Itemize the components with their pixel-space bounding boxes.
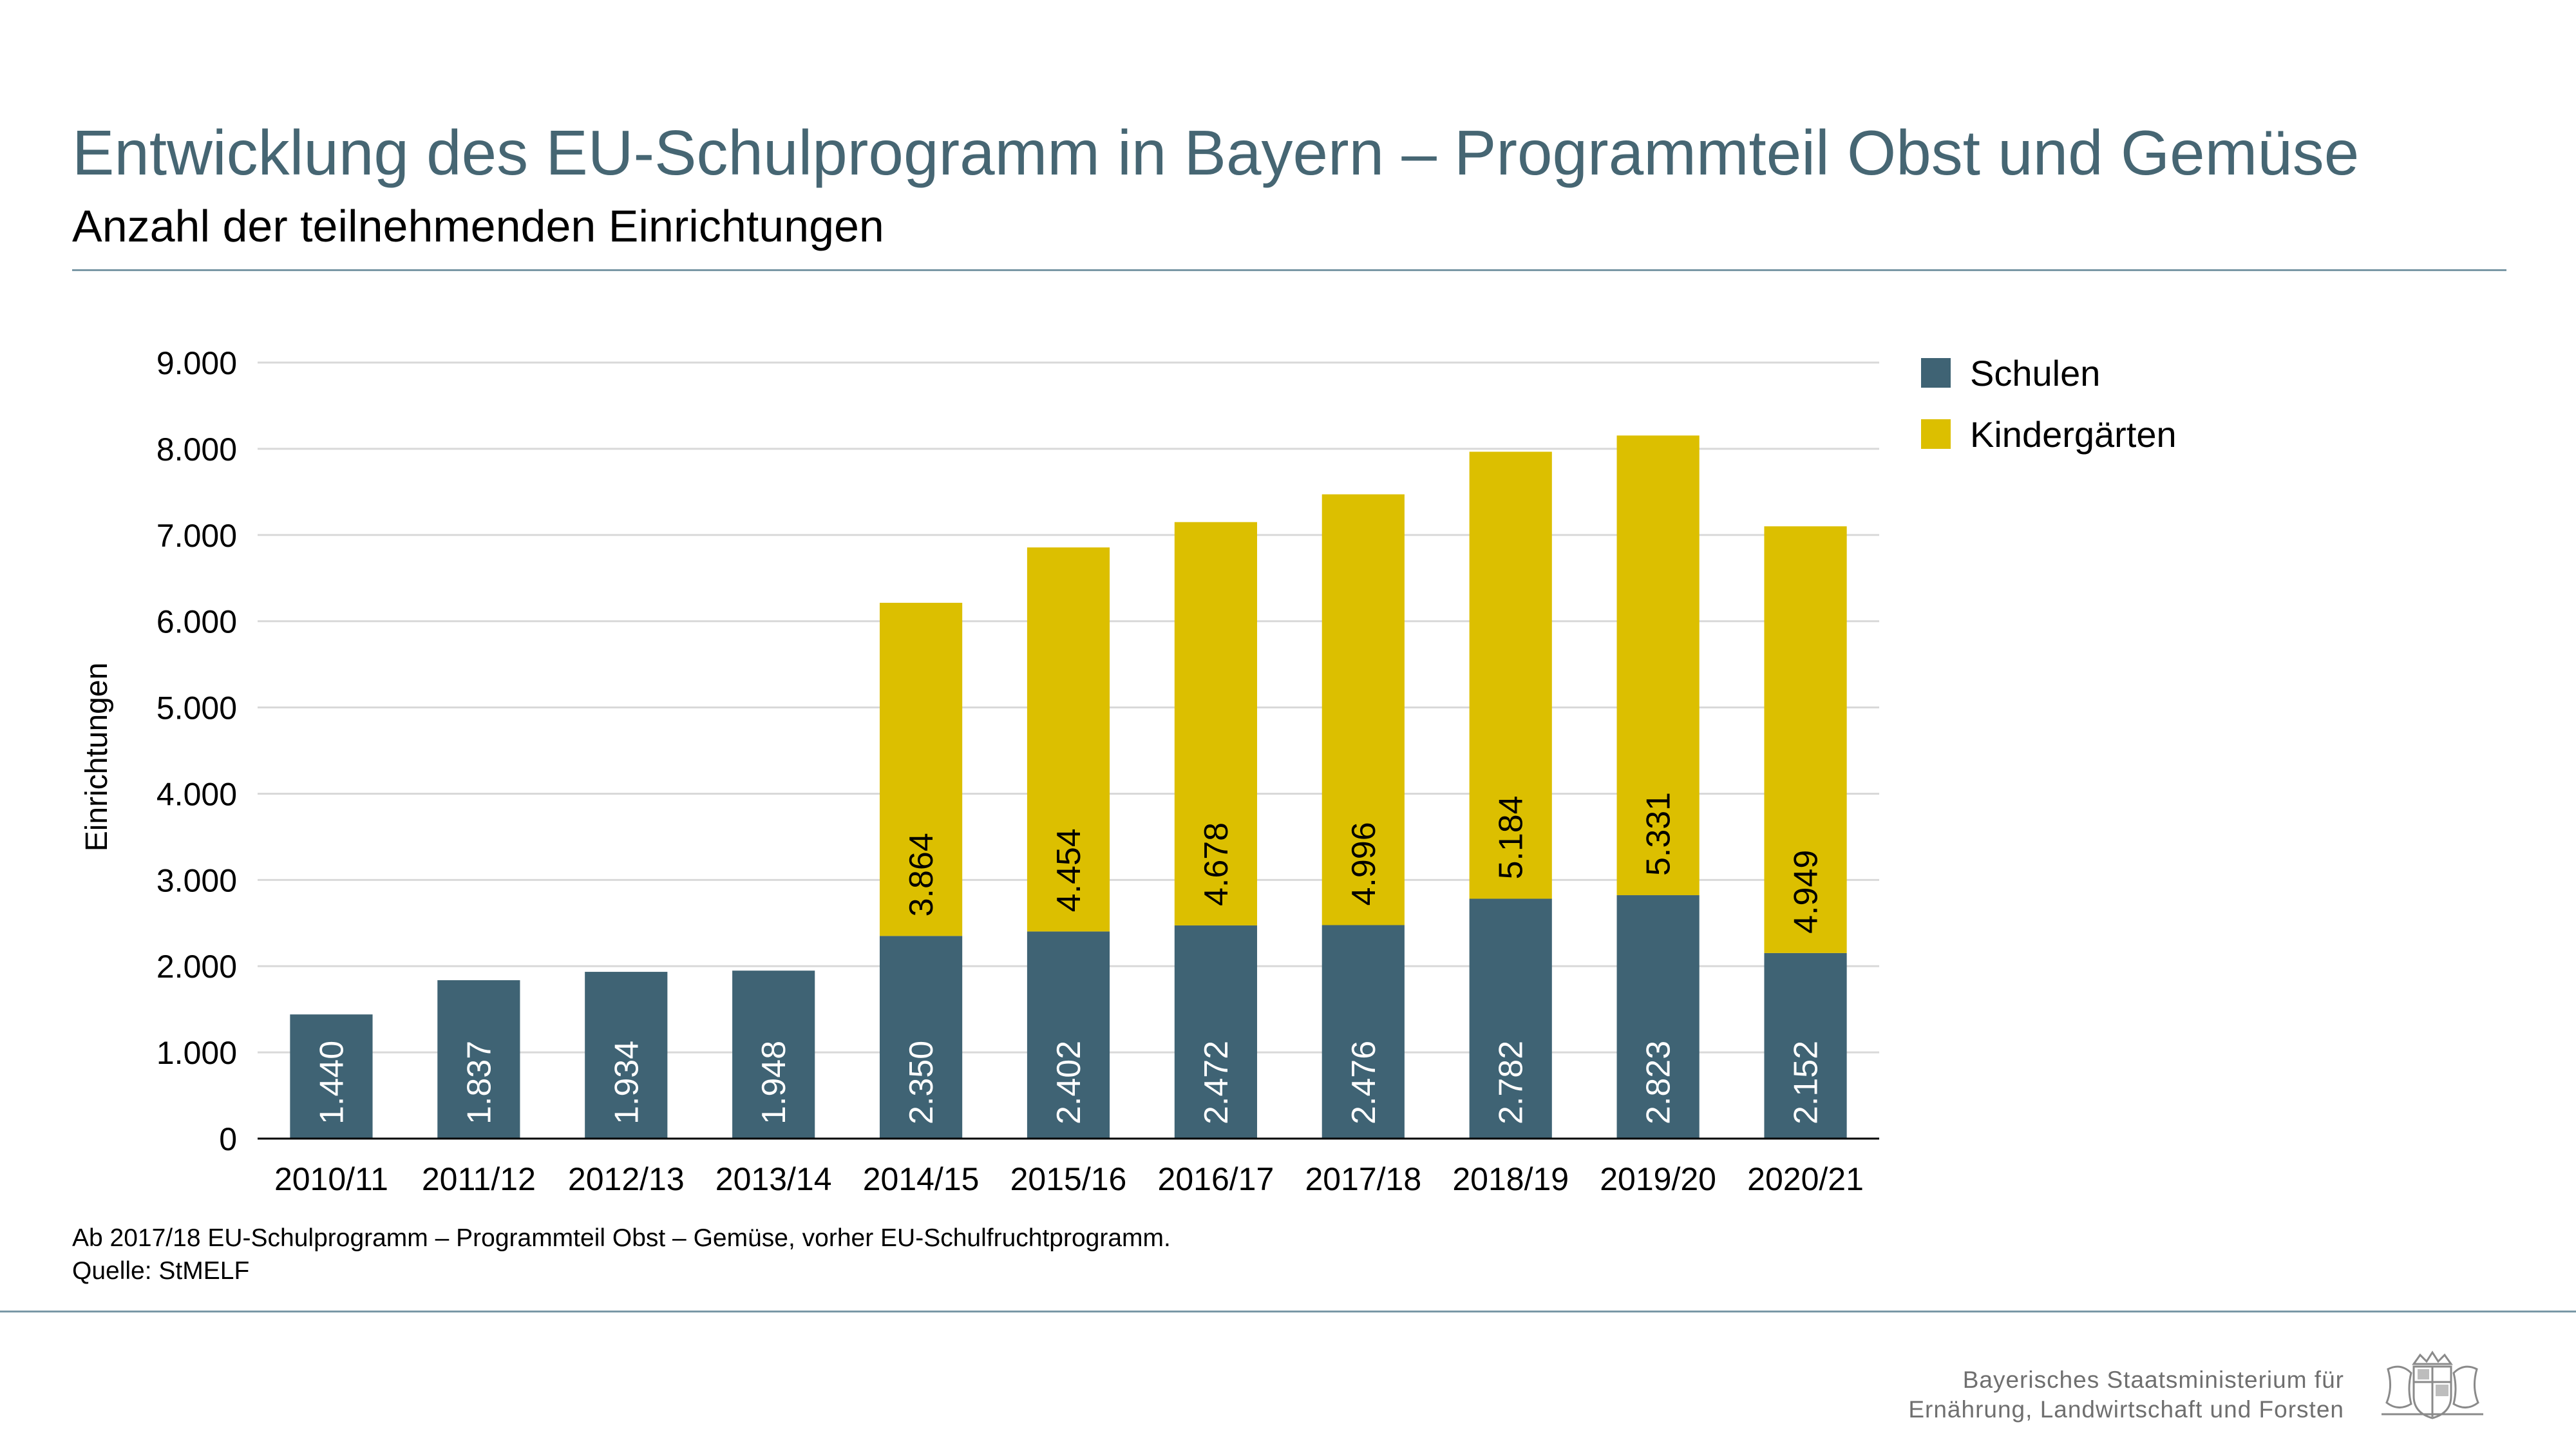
bar-schulen xyxy=(1764,952,1847,1139)
data-label: 2.476 xyxy=(1345,1041,1383,1124)
bars: 1.440 1.837 1.934 1.948 2.350 3.864 2.402 4.454… xyxy=(290,435,1847,1139)
y-tick-label: 6.000 xyxy=(156,604,237,640)
data-label: 4.996 xyxy=(1345,822,1383,905)
y-axis-ticks: 0 1.000 2.000 3.000 4.000 5.000 6.000 7.000 8.00… xyxy=(80,345,237,1157)
data-label: 1.440 xyxy=(313,1041,350,1124)
legend-item-kindergaerten: Kindergärten xyxy=(1921,413,2177,455)
x-tick-label: 2017/18 xyxy=(1305,1161,1421,1197)
y-tick-label: 9.000 xyxy=(156,345,237,381)
legend-item-schulen: Schulen xyxy=(1921,352,2101,393)
ministry-name-line2: Ernährung, Landwirtschaft und Forsten xyxy=(1908,1396,2344,1423)
x-tick-label: 2020/21 xyxy=(1747,1161,1864,1197)
x-tick-label: 2013/14 xyxy=(715,1161,832,1197)
y-tick-label: 4.000 xyxy=(156,776,237,812)
bar-schulen xyxy=(1027,931,1110,1139)
data-label: 2.402 xyxy=(1050,1041,1088,1124)
bar-schulen xyxy=(437,980,520,1139)
legend-swatch-schulen xyxy=(1921,358,1951,388)
legend-label-kindergaerten: Kindergärten xyxy=(1970,413,2177,455)
bavarian-coat-of-arms-icon xyxy=(2382,1350,2483,1419)
x-tick-label: 2011/12 xyxy=(422,1161,536,1197)
data-label: 5.184 xyxy=(1493,795,1530,879)
data-label: 3.864 xyxy=(903,833,940,916)
footnote: Ab 2017/18 EU-Schulprogramm – Programmte… xyxy=(72,1224,1171,1252)
data-label: 1.934 xyxy=(608,1041,645,1124)
data-label: 1.837 xyxy=(460,1041,498,1124)
bar-schulen xyxy=(1469,898,1552,1139)
x-tick-label: 2018/19 xyxy=(1452,1161,1569,1197)
data-label: 4.678 xyxy=(1198,822,1235,906)
y-tick-label: 0 xyxy=(219,1121,237,1157)
data-label: 4.454 xyxy=(1050,828,1088,912)
source-note: Quelle: StMELF xyxy=(72,1257,250,1285)
data-label: 2.350 xyxy=(903,1041,940,1124)
y-axis-label: Einrichtungen xyxy=(80,663,114,852)
bar-kindergaerten xyxy=(1469,451,1552,899)
x-axis-ticks: 2010/11 2011/12 2012/13 2013/14 2014/15 2015/… xyxy=(274,1161,1864,1197)
x-tick-label: 2019/20 xyxy=(1600,1161,1716,1197)
y-tick-label: 3.000 xyxy=(156,862,237,898)
bar-kindergaerten xyxy=(1616,435,1700,896)
header-divider xyxy=(72,269,2506,271)
y-tick-label: 8.000 xyxy=(156,431,237,468)
data-label: 2.782 xyxy=(1493,1041,1530,1124)
bar-schulen xyxy=(585,972,668,1139)
legend-label-schulen: Schulen xyxy=(1970,352,2101,393)
data-label: 2.472 xyxy=(1198,1041,1235,1124)
ministry-name-line1: Bayerisches Staatsministerium für xyxy=(1962,1367,2344,1393)
y-tick-label: 5.000 xyxy=(156,690,237,726)
bar-kindergaerten xyxy=(1321,494,1405,925)
x-tick-label: 2015/16 xyxy=(1010,1161,1127,1197)
bar-kindergaerten xyxy=(879,603,963,936)
data-label: 2.823 xyxy=(1640,1041,1678,1124)
bar-kindergaerten xyxy=(1764,526,1847,953)
bar-schulen xyxy=(1321,925,1405,1139)
y-tick-label: 1.000 xyxy=(156,1035,237,1071)
bar-kindergaerten xyxy=(1027,547,1110,932)
bar-schulen xyxy=(879,936,963,1139)
footer-divider xyxy=(0,1311,2576,1312)
chart-subtitle: Anzahl der teilnehmenden Einrichtungen xyxy=(72,201,884,251)
x-tick-label: 2010/11 xyxy=(274,1161,388,1197)
x-tick-label: 2012/13 xyxy=(568,1161,685,1197)
data-label: 4.949 xyxy=(1788,850,1825,934)
bar-schulen xyxy=(290,1014,373,1139)
y-tick-label: 7.000 xyxy=(156,518,237,554)
bar-schulen xyxy=(732,971,815,1139)
bar-kindergaerten xyxy=(1174,522,1258,926)
y-tick-label: 2.000 xyxy=(156,949,237,985)
data-label: 1.948 xyxy=(755,1041,793,1124)
legend-swatch-kindergaerten xyxy=(1921,419,1951,449)
bar-schulen xyxy=(1174,925,1258,1139)
chart-title: Entwicklung des EU-Schulprogramm in Baye… xyxy=(72,117,2360,188)
bar-schulen xyxy=(1616,895,1700,1139)
x-tick-label: 2016/17 xyxy=(1158,1161,1274,1197)
data-label: 5.331 xyxy=(1640,792,1678,876)
data-label: 2.152 xyxy=(1788,1041,1825,1124)
x-tick-label: 2014/15 xyxy=(863,1161,980,1197)
